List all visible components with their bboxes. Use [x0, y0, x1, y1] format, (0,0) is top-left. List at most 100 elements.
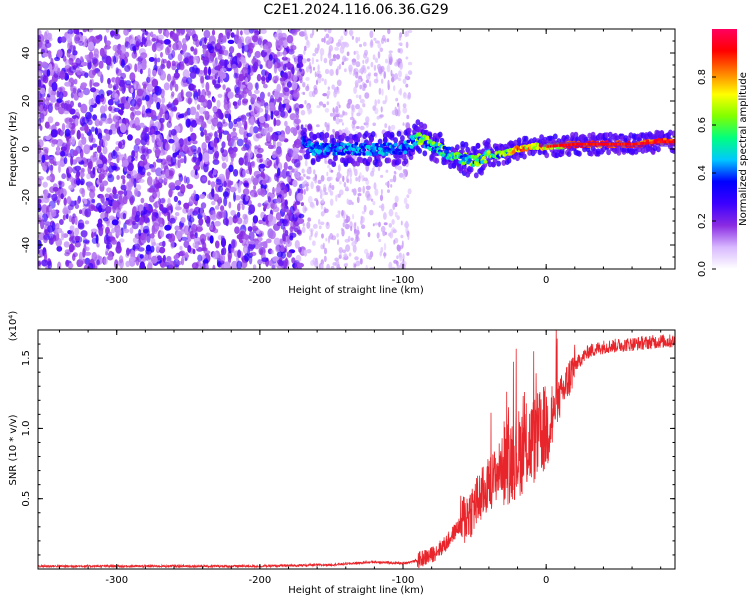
heatmap-cell [39, 112, 45, 123]
heatmap-cell [98, 60, 104, 69]
heatmap-cell [342, 256, 348, 261]
heatmap-cell [303, 91, 305, 96]
heatmap-cell [44, 31, 48, 41]
heatmap-cell [201, 247, 208, 252]
heatmap-cell [357, 152, 362, 156]
heatmap-cell [318, 218, 321, 225]
heatmap-cell [668, 140, 671, 144]
heatmap-cell [331, 58, 337, 62]
heatmap-cell [187, 146, 194, 157]
heatmap-cell [109, 161, 114, 167]
heatmap-cell [551, 144, 553, 148]
heatmap-cell [281, 56, 288, 61]
heatmap-cell [254, 89, 260, 95]
heatmap-cell [152, 178, 157, 185]
heatmap-cell [185, 33, 189, 42]
heatmap-cell [256, 73, 262, 82]
heatmap-cell [236, 211, 241, 218]
heatmap-cell [369, 136, 374, 142]
heatmap-cell [242, 100, 248, 106]
heatmap-cell [428, 147, 433, 152]
heatmap-cell [209, 223, 214, 230]
heatmap-cell [240, 159, 244, 166]
heatmap-cell [70, 91, 74, 99]
heatmap-cell [44, 251, 48, 259]
heatmap-cell [123, 228, 130, 234]
snr-y-axis-label: SNR (10 * v/v) [8, 414, 19, 485]
heatmap-cell [64, 81, 72, 87]
heatmap-cell [324, 29, 327, 32]
heatmap-cell [120, 123, 127, 134]
heatmap-cell [377, 99, 381, 105]
heatmap-cell [164, 224, 172, 231]
heatmap-cell [347, 235, 351, 242]
heatmap-cell [339, 181, 342, 185]
heatmap-cell [39, 97, 46, 104]
heatmap-cell [171, 49, 176, 59]
heatmap-cell [352, 188, 357, 196]
heatmap-cell [75, 57, 81, 66]
heatmap-cell [258, 219, 264, 225]
heatmap-cell [227, 39, 235, 45]
heatmap-cell [237, 90, 245, 99]
heatmap-cell [204, 90, 211, 96]
heatmap-cell [338, 114, 344, 118]
heatmap-cell [306, 176, 311, 180]
heatmap-cell [39, 87, 46, 95]
heatmap-cell [286, 251, 292, 258]
heatmap-cell [57, 67, 61, 77]
colorbar-tick-label: 0.0 [697, 261, 708, 277]
heatmap-cell [127, 134, 133, 141]
heatmap-cell [461, 161, 466, 166]
heatmap-cell [129, 256, 136, 262]
heatmap-cell [183, 225, 190, 236]
heatmap-cell [231, 63, 237, 70]
heatmap-cell [246, 112, 252, 117]
heatmap-cell [67, 29, 74, 35]
heatmap-cell [141, 32, 145, 43]
heatmap-cell [350, 237, 354, 242]
heatmap-cell [69, 66, 76, 74]
heatmap-cell [332, 152, 337, 156]
heatmap-cell [139, 216, 145, 226]
heatmap-cell [257, 147, 264, 154]
heatmap-cell [243, 129, 248, 140]
heatmap-cell [162, 254, 166, 263]
heatmap-cell [38, 203, 42, 213]
heatmap-cell [136, 57, 143, 62]
heatmap-cell [548, 145, 551, 148]
heatmap-cell [398, 77, 402, 82]
heatmap-cell [301, 168, 305, 174]
heatmap-cell [278, 93, 285, 98]
heatmap-cell [357, 187, 362, 193]
heatmap-cell [149, 195, 155, 203]
heatmap-cell [672, 140, 674, 144]
heatmap-cell [669, 140, 672, 144]
heatmap-cell [301, 226, 306, 233]
heatmap-cell [155, 242, 161, 252]
heatmap-cell [172, 42, 179, 51]
heatmap-cell [54, 121, 60, 127]
heatmap-cell [250, 192, 255, 198]
heatmap-x-tick-label: 0 [543, 275, 549, 286]
heatmap-cell [255, 82, 259, 91]
heatmap-cell [352, 213, 355, 220]
heatmap-cell [79, 187, 85, 194]
heatmap-cell [645, 141, 647, 145]
heatmap-cell [333, 54, 336, 59]
heatmap-cell [632, 142, 635, 146]
heatmap-cell [407, 188, 412, 195]
heatmap-cell [62, 90, 68, 98]
heatmap-cell [369, 30, 374, 39]
heatmap-cell [186, 183, 194, 190]
heatmap-cell [309, 65, 313, 74]
heatmap-cell [356, 196, 360, 204]
heatmap-cell [188, 83, 195, 91]
heatmap-cell [259, 122, 266, 127]
heatmap-cell [338, 210, 341, 216]
heatmap-cell [203, 250, 211, 255]
heatmap-cell [403, 197, 408, 205]
heatmap-cell [119, 52, 126, 61]
heatmap-cell [114, 259, 119, 269]
heatmap-cell [314, 178, 317, 184]
